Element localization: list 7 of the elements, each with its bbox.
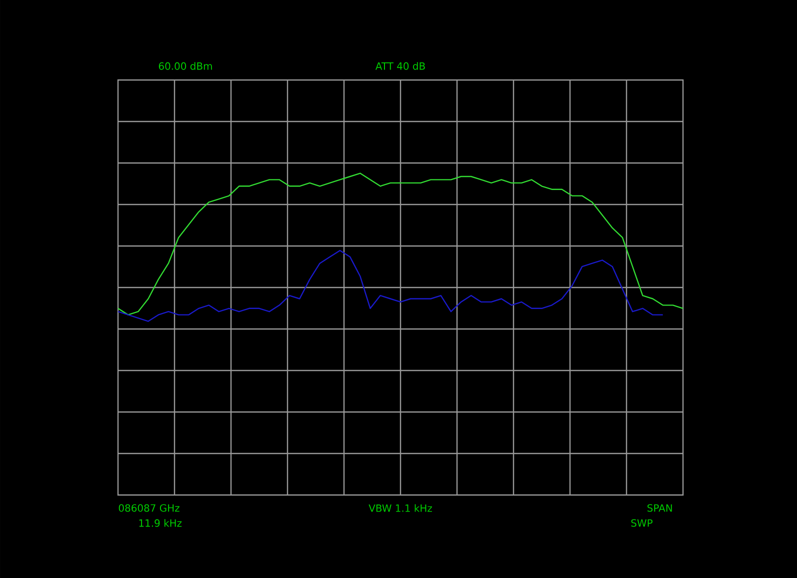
- text: 086087 GHz: [118, 504, 180, 512]
- text: VBW 1.1 kHz: [368, 504, 432, 512]
- text: ATT 40 dB: [375, 62, 425, 70]
- text: SWP: [631, 519, 652, 527]
- text: 60.00 dBm: [158, 62, 212, 70]
- text: SPAN: [648, 504, 672, 512]
- text: 11.9 kHz: [139, 519, 182, 527]
